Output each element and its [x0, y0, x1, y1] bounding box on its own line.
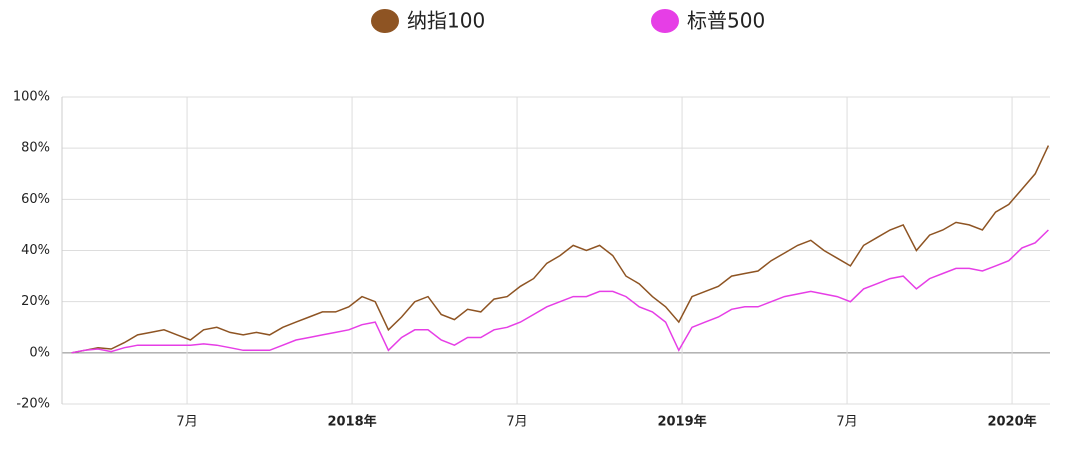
y-tick-label: 100% [13, 90, 50, 105]
y-tick-label: 0% [29, 345, 50, 360]
y-tick-label: 40% [21, 243, 50, 258]
x-tick-label: 7月 [836, 415, 857, 430]
legend-marker [651, 9, 679, 33]
x-tick-label: 7月 [176, 415, 197, 430]
legend-marker [371, 9, 399, 33]
x-tick-label: 7月 [506, 415, 527, 430]
legend-text: 纳指100 [407, 9, 485, 33]
x-tick-label: 2018年 [327, 414, 376, 430]
x-tick-label: 2020年 [987, 414, 1036, 430]
y-tick-label: -20% [16, 397, 50, 412]
y-tick-label: 80% [21, 141, 50, 156]
x-tick-label: 2019年 [657, 414, 706, 430]
legend-text: 标普500 [687, 9, 765, 33]
series-line [71, 145, 1050, 354]
series-line [71, 229, 1049, 354]
y-tick-label: 60% [21, 192, 50, 207]
y-tick-label: 20% [21, 294, 50, 309]
